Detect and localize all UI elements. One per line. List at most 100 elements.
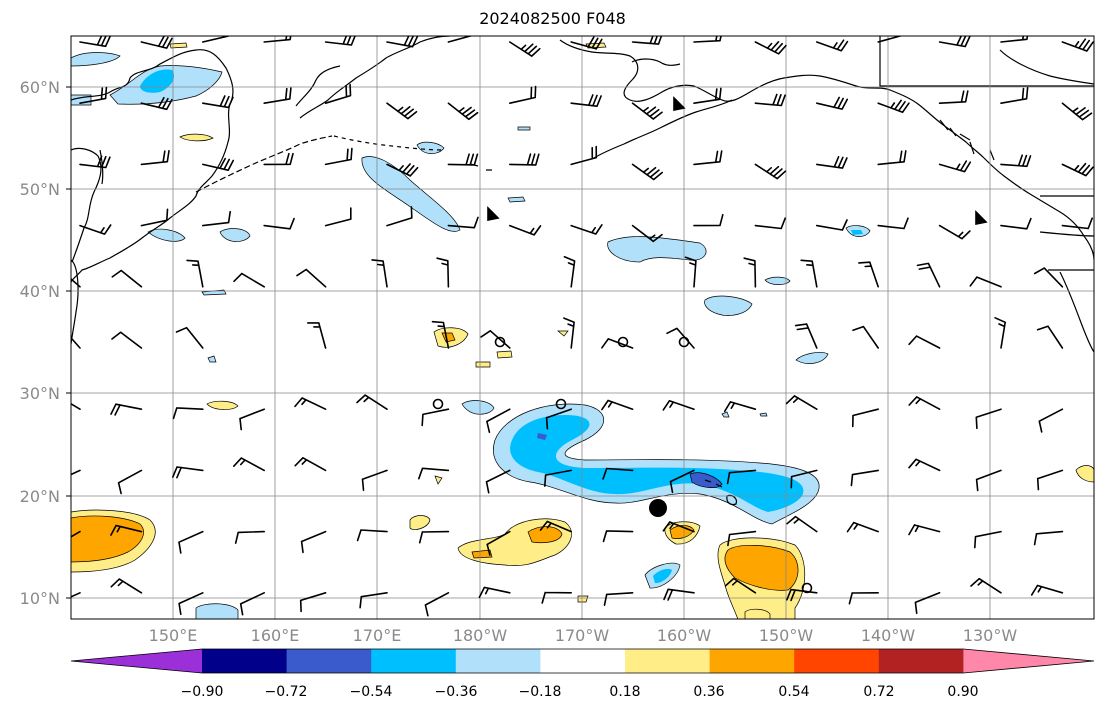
colorbar-segment [878, 649, 964, 673]
wind-barb [431, 320, 450, 349]
lon-label-170w: 170°W [554, 626, 610, 645]
wind-barb [294, 397, 327, 410]
wind-barb [693, 213, 724, 227]
wind-barb [754, 217, 786, 230]
wind-barb [175, 326, 204, 349]
wind-barb [386, 36, 419, 48]
wind-barb [938, 160, 972, 173]
wind-barb [172, 466, 204, 479]
lat-label-60: 60°N [19, 78, 60, 97]
colorbar-label: 0.18 [609, 684, 641, 700]
wind-barb [663, 588, 695, 601]
wind-barb [178, 592, 204, 616]
wind-barb [785, 395, 818, 410]
negative-region-central-core [510, 415, 804, 512]
plot-frame [70, 35, 1095, 620]
colorbar-segment [540, 649, 626, 673]
wind-barb [202, 36, 229, 43]
wind-barb [570, 36, 603, 50]
wind-barb [71, 469, 81, 476]
wind-barb [424, 592, 450, 617]
wind-barb [110, 524, 143, 536]
colorbar-segment [794, 649, 880, 673]
wind-barb [684, 256, 697, 288]
wind-barb [570, 94, 602, 107]
wind-barb [662, 400, 695, 411]
wind-barb [140, 208, 169, 227]
wind-barb [447, 216, 479, 229]
colorbar-segment [371, 649, 457, 673]
wind-barb [307, 322, 327, 349]
wind-barb [418, 467, 450, 480]
axis-ticks [66, 86, 71, 599]
wind-barb [794, 323, 818, 349]
lon-label-180w: 180°W [452, 626, 508, 645]
calm-circle-marker [555, 398, 567, 410]
wind-barb [539, 520, 572, 533]
colorbar-outline [70, 648, 1095, 674]
wind-barb [1061, 38, 1094, 52]
colorbar [70, 648, 1095, 674]
lon-label-140w: 140°W [860, 626, 916, 645]
wind-barb [1036, 325, 1064, 349]
wind-barb [816, 39, 849, 52]
wind-barb [71, 277, 81, 288]
calm-wind-markers [432, 336, 813, 594]
wind-barb [541, 591, 572, 604]
wind-barb [669, 469, 695, 494]
wind-barb [79, 224, 112, 235]
wind-barb [356, 529, 388, 542]
wind-barb [178, 530, 204, 554]
wind-barb [263, 87, 292, 104]
wind-barb [294, 457, 327, 472]
wind-barb [71, 530, 81, 538]
lon-label-150e: 150°E [148, 626, 198, 645]
wind-barb [816, 219, 848, 231]
wind-barb [1030, 584, 1064, 596]
calm-circle-marker [494, 336, 506, 348]
wind-barb [969, 276, 1002, 288]
wind-barb [1061, 162, 1094, 177]
lon-label-160e: 160°E [250, 626, 300, 645]
wind-barb [727, 530, 757, 547]
wind-barb [570, 145, 598, 166]
lat-label-40: 40°N [19, 282, 60, 301]
wind-barb [601, 338, 634, 349]
wind-barb [850, 469, 879, 487]
wind-barb [239, 408, 265, 431]
lat-label-50: 50°N [19, 180, 60, 199]
calm-circle-marker [617, 336, 629, 348]
wind-barb [563, 317, 575, 349]
lat-label-30: 30°N [19, 384, 60, 403]
wind-barb [693, 150, 723, 166]
wind-barb [724, 577, 757, 594]
wind-barb [1000, 87, 1029, 104]
wind-barb [908, 335, 941, 349]
wind-barb [361, 469, 388, 491]
wind-barb [754, 41, 787, 55]
wind-barb [662, 521, 695, 533]
wind-barb [916, 262, 941, 288]
wind-barb [800, 259, 818, 288]
wind-barb [1033, 267, 1064, 288]
wind-barb [263, 152, 294, 166]
graticule [71, 36, 1094, 619]
wind-barb [140, 150, 170, 166]
colorbar-extension-high [963, 649, 1094, 673]
wind-barb [631, 163, 663, 181]
wind-barb [79, 36, 111, 48]
wind-barb [974, 530, 1002, 549]
lon-label-170e: 170°E [352, 626, 402, 645]
wind-barb [848, 592, 879, 605]
wind-barb-pennant [673, 96, 686, 111]
wind-barb [877, 150, 907, 166]
wind-barb [79, 155, 111, 169]
wind-barb [71, 402, 81, 410]
wind-barb [447, 36, 474, 43]
calm-circle-marker [801, 582, 813, 594]
wind-barb-pennant [487, 206, 500, 221]
anomaly-shading [71, 42, 1094, 619]
wind-barbs [71, 36, 1094, 617]
wind-barb [908, 458, 941, 472]
wind-barb [938, 36, 971, 48]
